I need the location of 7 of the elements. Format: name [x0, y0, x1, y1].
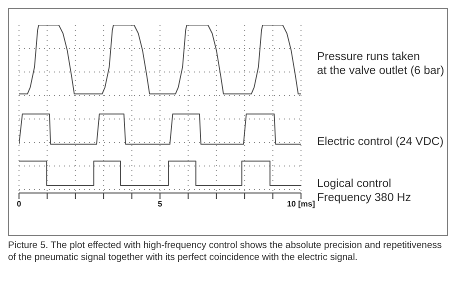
- series-label: Electric control (24 VDC): [317, 134, 444, 149]
- series-label: Pressure runs taken at the valve outlet (6 bar): [317, 50, 444, 78]
- text: Picture 5. The plot effected with high-frequency control shows the absolute precision and repetitiveness of the pneumatic signal together with its perfect coincidence with the electric signal.: [8, 240, 443, 264]
- series-label: Logical control Frequency 380 Hz: [317, 176, 411, 205]
- x-tick-label: 10 [ms]: [286, 200, 316, 209]
- x-tick-label: 0: [16, 200, 22, 209]
- x-tick-label: 5: [158, 200, 163, 209]
